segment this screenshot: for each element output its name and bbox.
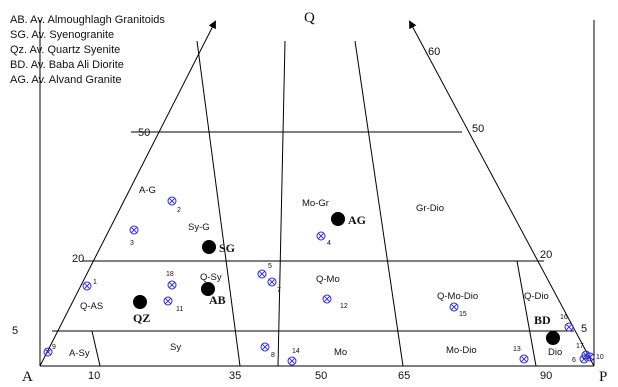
field-label: Q-Mo-Dio	[437, 291, 478, 302]
q-tick-right-20: 20	[540, 249, 552, 261]
sample-marker-17	[581, 350, 591, 360]
field-label: Gr-Dio	[416, 203, 444, 214]
sample-label-17: 17	[576, 343, 584, 350]
left-side-arrow	[39, 20, 216, 367]
sample-label-7: 7	[277, 287, 281, 294]
average-point-qz	[133, 295, 147, 309]
corner-p-label: P	[599, 369, 607, 385]
corner-a-label: A	[22, 369, 33, 385]
q-tick-left-50: 50	[138, 127, 150, 139]
p-line-50	[277, 40, 286, 367]
p-tick-50: 50	[315, 370, 327, 382]
legend-item-bd: BD. Av. Baba Ali Diorite	[10, 59, 124, 71]
q-tick-right-60: 60	[428, 46, 440, 58]
p-tick-65: 65	[398, 370, 410, 382]
sample-marker-16	[564, 322, 574, 332]
p-tick-90: 90	[540, 370, 552, 382]
sample-marker-15	[449, 302, 459, 312]
sample-marker-8	[260, 342, 270, 352]
p-tick-35: 35	[229, 370, 241, 382]
p-line-10	[91, 330, 101, 367]
sample-marker-7	[267, 277, 277, 287]
corner-q-label: Q	[304, 10, 315, 26]
q-tick-left-5: 5	[12, 325, 18, 337]
sample-marker-13	[519, 354, 529, 364]
sample-label-1: 1	[93, 279, 97, 286]
sample-marker-12	[322, 294, 332, 304]
field-label: Sy	[170, 342, 181, 353]
average-point-sg	[202, 240, 216, 254]
field-label: Q-AS	[80, 301, 103, 312]
field-label: Q-Sy	[200, 272, 222, 283]
legend-item-ag: AG. Av. Alvand Granite	[10, 74, 122, 86]
p-line-35	[196, 40, 241, 367]
sample-marker-1	[82, 281, 92, 291]
sample-label-3: 3	[130, 240, 134, 247]
p-line-65	[354, 40, 404, 367]
legend: AB. Av. Almoughlagh Granitoids SG. Av. S…	[10, 13, 165, 88]
field-label: A-Sy	[69, 348, 90, 359]
field-label: A-G	[139, 185, 156, 196]
sample-points: 1 2 3 4 5 6 7 8 9 10 11 12 13 14 15 16 1	[43, 196, 604, 366]
sample-label-6: 6	[572, 357, 576, 364]
average-label-ag: AG	[348, 213, 366, 227]
average-label-bd: BD	[534, 313, 551, 327]
field-label: Mo-Gr	[302, 198, 329, 209]
p-lines	[91, 40, 537, 367]
right-side-arrow	[409, 20, 595, 367]
sample-marker-18	[167, 280, 177, 290]
sample-marker-2	[167, 196, 177, 206]
sample-marker-4	[316, 231, 326, 241]
field-label: Sy-G	[188, 222, 210, 233]
sample-label-4: 4	[327, 240, 331, 247]
sample-marker-9	[43, 347, 53, 357]
sample-label-18: 18	[166, 271, 174, 278]
sample-label-13: 13	[513, 346, 521, 353]
field-labels: A-G Sy-G Mo-Gr Gr-Dio Q-AS Q-Sy Q-Mo Q-M…	[69, 185, 562, 359]
average-point-ag	[331, 212, 345, 226]
sample-label-5: 5	[268, 263, 272, 270]
field-label: Mo-Dio	[446, 345, 477, 356]
sample-marker-11	[163, 296, 173, 306]
sample-label-16: 16	[560, 314, 568, 321]
sample-label-11: 11	[176, 306, 183, 313]
legend-item-ab: AB. Av. Almoughlagh Granitoids	[10, 14, 165, 26]
legend-item-sg: SG. Av. Syenogranite	[10, 29, 115, 41]
q-lines	[52, 131, 574, 332]
average-point-ab	[201, 282, 215, 296]
sample-marker-5	[257, 269, 267, 279]
sample-label-15: 15	[459, 311, 467, 318]
field-label: Q-Dio	[524, 291, 549, 302]
sample-label-8: 8	[271, 352, 275, 359]
q-tick-right-5: 5	[581, 323, 587, 335]
p-line-90	[516, 260, 537, 367]
legend-item-qz: Qz. Av. Quartz Syenite	[10, 44, 121, 56]
field-label: Q-Mo	[316, 274, 340, 285]
average-label-qz: QZ	[133, 311, 150, 325]
sample-label-12: 12	[340, 303, 348, 310]
frame	[39, 20, 595, 367]
field-label: Mo	[334, 347, 347, 358]
average-label-ab: AB	[209, 293, 226, 307]
average-point-bd	[546, 331, 560, 345]
sample-marker-3	[129, 225, 139, 235]
sample-label-10: 10	[596, 354, 604, 361]
sample-label-14: 14	[292, 348, 300, 355]
average-label-sg: SG	[219, 241, 235, 255]
p-tick-10: 10	[88, 370, 100, 382]
sample-marker-14	[287, 356, 297, 366]
field-label: Dio	[548, 347, 562, 358]
q-tick-right-50: 50	[472, 123, 484, 135]
q-tick-left-20: 20	[72, 253, 84, 265]
sample-label-9: 9	[52, 344, 56, 351]
sample-label-2: 2	[177, 207, 181, 214]
average-points: AG SG AB QZ BD	[133, 212, 560, 345]
